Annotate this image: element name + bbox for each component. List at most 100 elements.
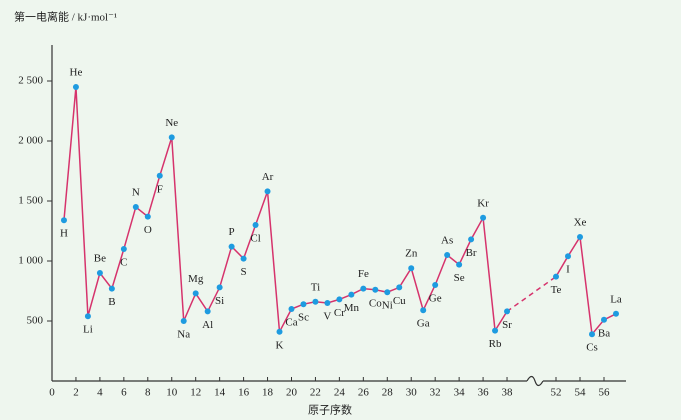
point-label: Ba: [598, 327, 610, 339]
point-label: F: [157, 183, 163, 195]
x-tick-label: 20: [286, 387, 298, 399]
point-label: Ga: [417, 318, 430, 330]
x-tick-label: 28: [382, 387, 394, 399]
point-label: Mn: [344, 302, 360, 314]
y-tick-label: 1 000: [18, 255, 43, 267]
point-label: Sr: [502, 319, 512, 331]
point-label: Ar: [262, 171, 274, 183]
x-tick-label: 0: [49, 387, 55, 399]
x-tick-label: 52: [551, 387, 562, 399]
data-point: [384, 289, 391, 296]
data-point: [372, 286, 379, 293]
point-label: I: [566, 264, 570, 276]
data-point: [84, 313, 91, 320]
data-point: [300, 301, 307, 308]
x-tick-label: 6: [121, 387, 127, 399]
data-point: [336, 296, 343, 303]
point-label: Cl: [250, 233, 260, 245]
point-label: Rb: [489, 338, 502, 350]
data-point: [168, 134, 175, 141]
data-point: [432, 282, 439, 288]
data-point: [276, 328, 283, 335]
x-tick-label: 10: [166, 387, 178, 399]
data-point: [192, 290, 199, 297]
x-tick-label: 36: [478, 387, 490, 399]
point-label: Te: [551, 284, 562, 296]
data-point: [120, 246, 127, 252]
y-tick-label: 2 000: [18, 135, 43, 147]
data-point: [156, 172, 163, 179]
point-label: As: [441, 235, 453, 247]
point-label: Ne: [165, 117, 178, 129]
data-point: [252, 222, 259, 228]
point-label: V: [323, 311, 331, 323]
point-label: Cs: [586, 342, 598, 354]
data-point: [240, 255, 247, 262]
x-tick-label: 38: [502, 387, 514, 399]
data-point: [288, 306, 295, 312]
x-tick-label: 16: [238, 387, 250, 399]
x-tick-label: 26: [358, 387, 370, 399]
chart-title: 第一电离能 / kJ·mol⁻¹: [14, 10, 117, 24]
data-point: [204, 308, 211, 315]
data-point: [444, 252, 451, 258]
point-label: He: [70, 67, 83, 79]
point-label: S: [241, 266, 247, 278]
data-point: [577, 234, 583, 240]
x-tick-label: 12: [190, 387, 201, 399]
x-tick-label: 32: [430, 387, 441, 399]
axis-break: [526, 375, 544, 387]
data-point: [408, 265, 415, 272]
y-tick-label: 500: [27, 315, 44, 327]
x-tick-label: 24: [334, 387, 346, 399]
point-label: N: [132, 187, 140, 199]
x-tick-label: 8: [145, 387, 151, 399]
data-point: [180, 318, 187, 324]
data-point: [456, 261, 463, 268]
y-tick-label: 2 500: [18, 75, 43, 87]
point-label: Cu: [393, 295, 406, 307]
data-point: [348, 291, 355, 298]
point-label: Al: [202, 319, 213, 331]
point-label: Sc: [298, 312, 309, 324]
data-point: [565, 253, 571, 260]
point-label: Ca: [285, 317, 297, 329]
x-tick-label: 22: [310, 387, 321, 399]
data-point: [228, 243, 235, 250]
y-tick-label: 1 500: [18, 195, 43, 207]
x-tick-label: 18: [262, 387, 274, 399]
point-label: Ge: [429, 293, 442, 305]
data-point: [60, 217, 67, 224]
point-label: Xe: [574, 217, 587, 229]
x-tick-label: 54: [575, 387, 587, 399]
data-point: [216, 284, 223, 291]
data-point: [144, 213, 151, 220]
x-tick-label: 56: [599, 387, 611, 399]
data-point: [108, 285, 115, 292]
data-point: [396, 284, 403, 291]
data-point: [132, 204, 139, 210]
point-label: Br: [466, 247, 477, 259]
point-label: Zn: [405, 248, 418, 260]
data-point: [360, 285, 367, 292]
x-tick-label: 2: [73, 387, 79, 399]
x-tick-label: 4: [97, 387, 103, 399]
point-label: Fe: [358, 268, 369, 280]
point-label: La: [610, 293, 622, 305]
data-point: [468, 236, 475, 243]
point-label: Li: [83, 324, 93, 336]
data-point: [324, 300, 331, 306]
point-label: Be: [94, 253, 106, 265]
data-point: [589, 331, 595, 338]
point-label: Co: [369, 297, 382, 309]
point-label: Na: [177, 329, 190, 341]
data-point: [492, 327, 499, 334]
data-point: [480, 214, 487, 221]
point-label: C: [120, 257, 127, 269]
point-label: K: [276, 339, 284, 351]
point-label: Kr: [477, 197, 489, 209]
point-label: Cr: [334, 307, 345, 319]
point-label: Mg: [188, 273, 204, 285]
